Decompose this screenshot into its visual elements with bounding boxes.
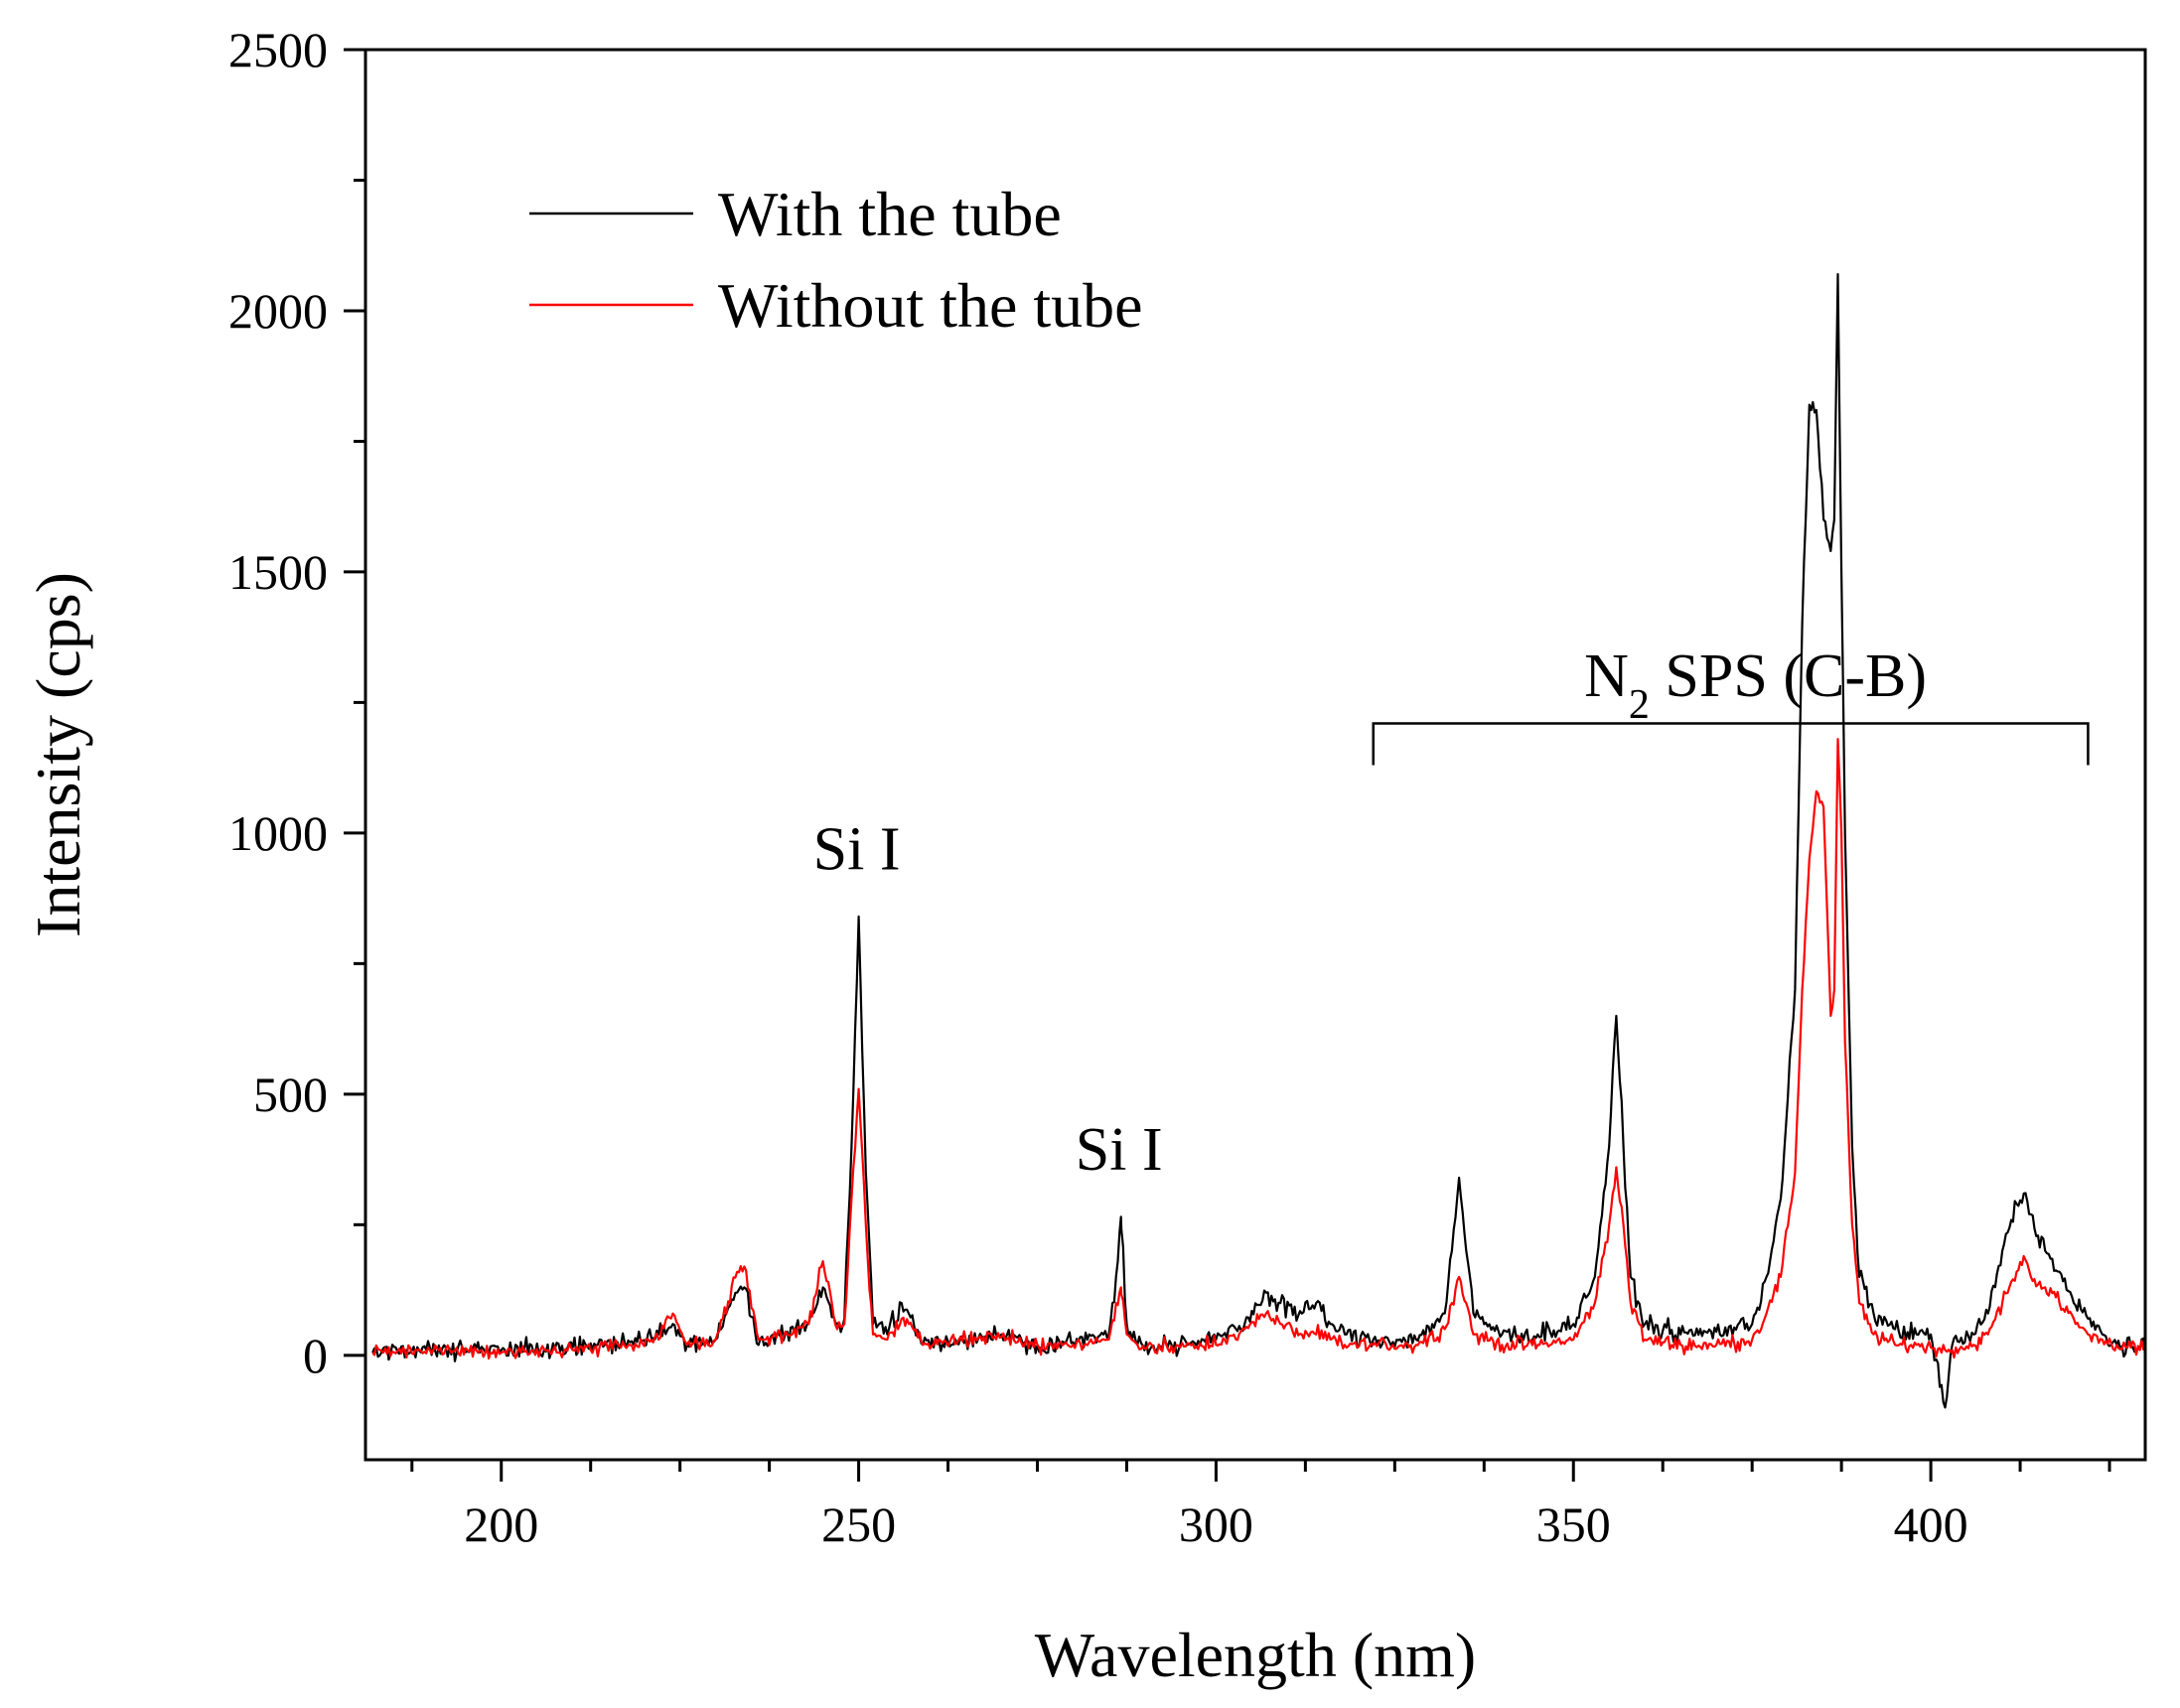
n2-sps-bracket xyxy=(1372,722,2090,766)
y-tick-label: 2500 xyxy=(228,22,328,77)
y-tick-label: 2000 xyxy=(228,283,328,339)
plot-frame xyxy=(363,48,2147,1462)
series-line-0 xyxy=(371,273,2145,1409)
x-tick-label: 400 xyxy=(1894,1496,1968,1552)
y-tick-label: 1000 xyxy=(228,805,328,861)
legend-label-with-tube: With the tube xyxy=(718,179,1062,249)
series-layer xyxy=(371,273,2145,1409)
annotation-si-i-250: Si I xyxy=(813,816,901,884)
x-tick-label: 200 xyxy=(464,1496,538,1552)
series-line-1 xyxy=(371,738,2145,1360)
x-axis-ticks: 200 250 300 350 400 xyxy=(410,1460,2111,1552)
legend: With the tube Without the tube xyxy=(529,179,1143,341)
n2-sps-label: N2 SPS (C-B) xyxy=(1584,642,1927,728)
y-tick-label: 500 xyxy=(253,1067,328,1122)
y-axis-ticks: 0 500 1000 1500 2000 2500 xyxy=(228,22,365,1383)
y-tick-label: 0 xyxy=(303,1328,328,1383)
x-axis-label: Wavelength (nm) xyxy=(1035,1620,1476,1690)
annotation-si-i-288: Si I xyxy=(1076,1116,1163,1184)
y-axis-label: Intensity (cps) xyxy=(23,572,93,937)
legend-label-without-tube: Without the tube xyxy=(718,270,1143,341)
x-tick-label: 350 xyxy=(1536,1496,1611,1552)
x-tick-label: 300 xyxy=(1179,1496,1253,1552)
x-tick-label: 250 xyxy=(821,1496,896,1552)
y-tick-label: 1500 xyxy=(228,544,328,600)
